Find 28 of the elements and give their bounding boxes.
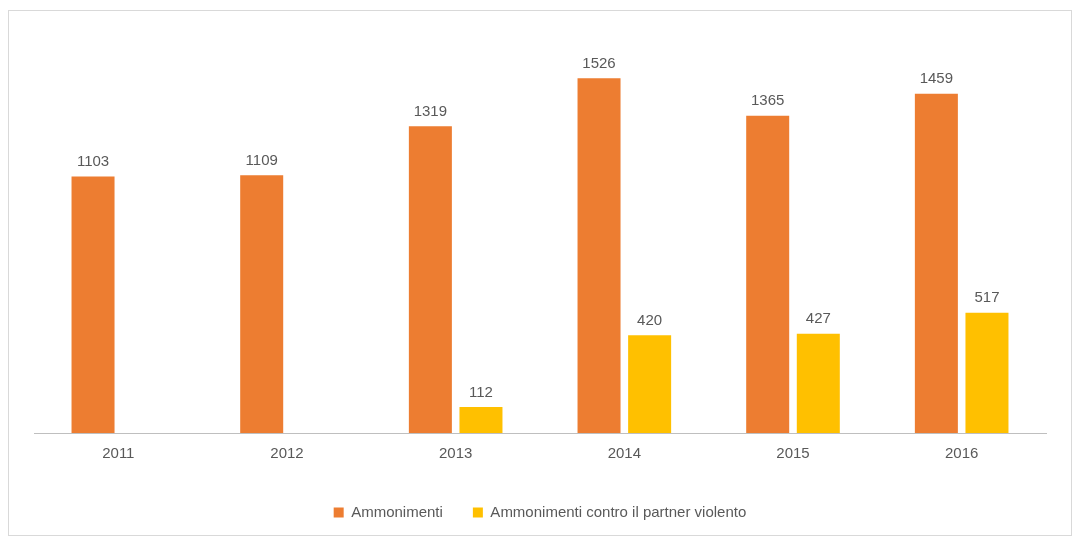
data-label: 1459	[919, 69, 954, 87]
legend-label: Ammonimenti	[351, 502, 443, 520]
legend-label: Ammonimenti contro il partner violento	[490, 502, 747, 520]
data-label: 112	[469, 382, 493, 400]
bar	[408, 126, 452, 433]
x-tick-label: 2012	[270, 444, 304, 462]
bar	[71, 176, 115, 433]
bar	[965, 312, 1009, 433]
x-tick-label: 2016	[944, 444, 979, 462]
bar	[240, 175, 284, 433]
data-label: 420	[637, 310, 663, 328]
data-label: 427	[805, 309, 831, 327]
bar	[459, 406, 503, 433]
bar	[577, 78, 621, 433]
data-label: 1319	[413, 101, 448, 119]
data-label: 1103	[76, 152, 110, 170]
data-label: 1365	[751, 91, 785, 109]
data-label: 1526	[582, 53, 616, 71]
x-tick-label: 2015	[776, 444, 810, 462]
x-tick-label: 2011	[102, 444, 135, 462]
x-tick-label: 2013	[438, 444, 473, 462]
bar	[628, 335, 672, 433]
data-label: 1109	[245, 150, 278, 168]
bar	[796, 333, 840, 433]
bar	[914, 93, 958, 433]
x-tick-label: 2014	[607, 444, 642, 462]
data-label: 517	[974, 288, 1000, 306]
bar	[746, 115, 790, 433]
